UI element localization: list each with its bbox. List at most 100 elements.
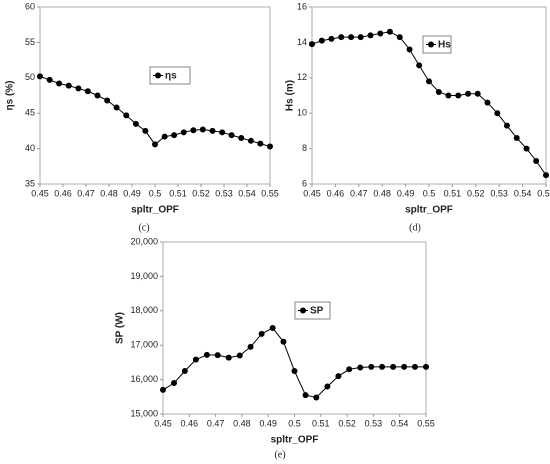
legend-box: [149, 66, 191, 85]
y-axis-label: SP (W): [115, 312, 126, 344]
data-point: [56, 80, 63, 87]
x-tick-label: 0.55: [417, 418, 435, 428]
y-tick-label: 15,000: [130, 408, 158, 418]
data-point: [258, 330, 265, 337]
y-tick-label: 18,000: [130, 305, 158, 315]
data-point: [160, 386, 166, 393]
data-point: [390, 363, 397, 370]
data-point: [123, 112, 130, 119]
data-point: [152, 141, 158, 148]
data-point: [203, 351, 210, 358]
x-tick-label: 0.47: [350, 188, 368, 198]
data-point: [484, 99, 491, 106]
legend-label: Hs: [438, 40, 451, 51]
plot-frame: [39, 6, 271, 185]
data-point: [386, 28, 393, 35]
data-point: [192, 356, 199, 363]
data-point: [426, 78, 432, 85]
x-tick-label: 0.51: [444, 188, 462, 198]
y-tick-label: 19,000: [130, 271, 158, 281]
data-point: [267, 143, 273, 150]
data-point: [335, 373, 342, 380]
y-tick-label: 55: [25, 37, 35, 47]
data-point: [302, 392, 309, 399]
x-tick-label: 0.53: [490, 188, 508, 198]
data-point: [225, 354, 232, 361]
x-tick-label: 0.51: [312, 418, 330, 428]
y-tick-label: 45: [25, 108, 35, 118]
x-axis-label: spltr_OPF: [405, 205, 453, 216]
data-point: [328, 35, 335, 42]
x-axis-label: spltr_OPF: [271, 435, 319, 446]
x-tick-label: 0.48: [100, 188, 118, 198]
data-point: [474, 90, 481, 97]
x-tick-label: 0.52: [192, 188, 210, 198]
y-tick-label: 12: [297, 72, 307, 82]
data-point: [411, 363, 418, 370]
x-tick-label: 0.5: [288, 418, 301, 428]
data-point: [219, 129, 226, 136]
data-point: [228, 132, 235, 139]
y-tick-label: 60: [25, 1, 35, 11]
legend-box: [422, 35, 452, 54]
legend-marker: [300, 307, 306, 314]
x-tick-label: 0.49: [123, 188, 141, 198]
data-point: [503, 122, 510, 129]
data-point: [104, 97, 111, 104]
x-tick-label: 0.53: [365, 418, 383, 428]
legend-label: SP: [310, 306, 324, 317]
data-point: [445, 92, 452, 99]
data-point: [523, 145, 530, 152]
data-point: [423, 363, 429, 370]
x-tick-label: 0.52: [338, 418, 356, 428]
y-tick-label: 10: [297, 108, 307, 118]
caption: (e): [274, 449, 285, 460]
y-tick-label: 8: [302, 143, 307, 153]
data-point: [513, 134, 520, 141]
x-tick-label: 0.54: [238, 188, 256, 198]
data-point: [190, 127, 197, 134]
y-tick-label: 16,000: [130, 374, 158, 384]
data-point: [65, 82, 72, 89]
data-point: [318, 37, 325, 44]
caption: (c): [138, 222, 149, 233]
x-tick-label: 0.48: [233, 418, 251, 428]
x-tick-label: 0.48: [373, 188, 391, 198]
data-point: [416, 62, 423, 69]
x-tick-label: 0.45: [303, 188, 321, 198]
x-tick-label: 0.55: [261, 188, 279, 198]
x-tick-label: 0.54: [391, 418, 409, 428]
data-point: [269, 325, 276, 331]
y-tick-label: 20,000: [130, 236, 158, 246]
data-point: [209, 127, 216, 134]
plot-frame: [162, 241, 427, 415]
data-point: [346, 366, 353, 373]
legend-marker: [155, 72, 161, 79]
x-tick-label: 0.45: [31, 188, 49, 198]
legend-label: ηs: [165, 71, 177, 82]
x-tick-label: 0.53: [215, 188, 233, 198]
data-point: [494, 110, 501, 117]
data-point: [406, 46, 413, 53]
y-axis-label: Hs (m): [285, 80, 296, 111]
data-point: [199, 126, 206, 133]
data-point: [367, 32, 374, 39]
data-point: [357, 34, 364, 41]
series-line: [39, 75, 271, 147]
data-point: [46, 76, 53, 83]
data-point: [348, 34, 355, 41]
x-tick-label: 0.52: [467, 188, 485, 198]
y-tick-label: 16: [297, 1, 307, 11]
x-tick-label: 0.46: [181, 418, 199, 428]
legend-marker: [428, 41, 434, 48]
data-point: [171, 380, 178, 387]
data-point: [309, 41, 315, 48]
caption: (d): [409, 222, 421, 233]
x-tick-label: 0.5: [149, 188, 162, 198]
data-point: [368, 363, 375, 370]
x-tick-label: 0.54: [514, 188, 532, 198]
data-point: [247, 137, 254, 144]
data-point: [94, 92, 101, 99]
data-point: [171, 132, 178, 139]
y-tick-label: 35: [25, 178, 35, 188]
